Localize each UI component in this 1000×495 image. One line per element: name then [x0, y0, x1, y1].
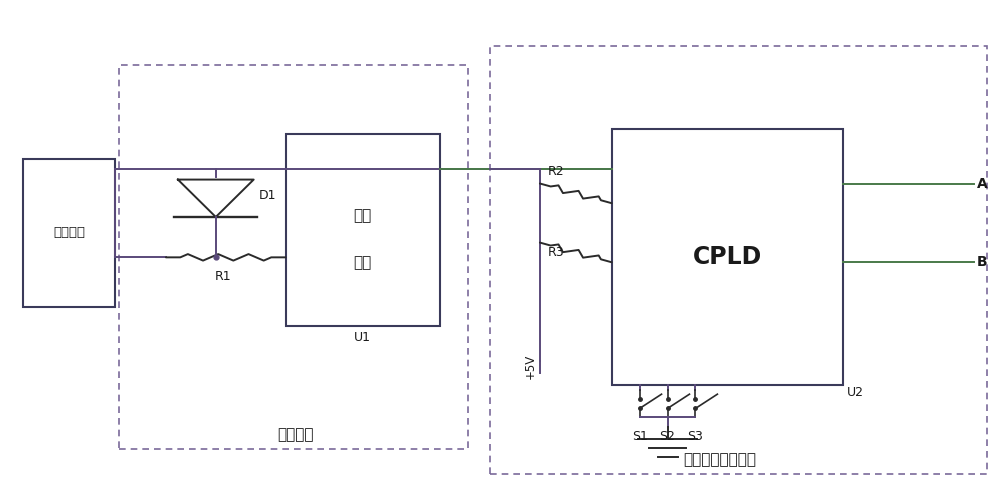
Text: R3: R3 — [548, 246, 564, 259]
Bar — [286, 134, 440, 326]
Bar — [119, 65, 468, 449]
Text: U1: U1 — [354, 331, 371, 344]
Text: S3: S3 — [688, 430, 703, 443]
Text: B: B — [977, 255, 987, 269]
Text: 芯片: 芯片 — [353, 255, 372, 270]
Text: S2: S2 — [660, 430, 675, 443]
Bar — [23, 159, 115, 306]
Text: 触发信号: 触发信号 — [53, 226, 85, 239]
Text: 隔离电路: 隔离电路 — [277, 427, 314, 442]
Text: R2: R2 — [548, 165, 564, 178]
Text: S1: S1 — [632, 430, 648, 443]
Bar — [490, 46, 987, 474]
Text: D1: D1 — [259, 189, 276, 202]
Bar — [612, 129, 843, 385]
Text: 隔离: 隔离 — [353, 208, 372, 223]
Text: 脉冲模式控制电路: 脉冲模式控制电路 — [683, 452, 756, 468]
Text: +5V: +5V — [523, 354, 536, 379]
Text: R1: R1 — [214, 270, 231, 283]
Text: CPLD: CPLD — [693, 246, 762, 269]
Text: A: A — [977, 177, 987, 191]
Text: U2: U2 — [847, 386, 864, 399]
